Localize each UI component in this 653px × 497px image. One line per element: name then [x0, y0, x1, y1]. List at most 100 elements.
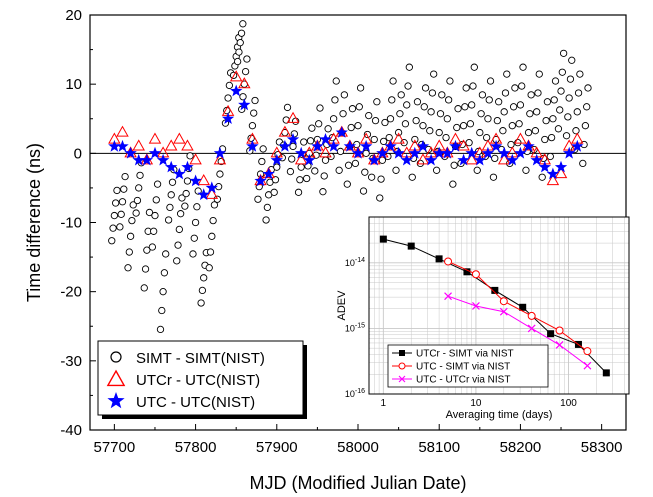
main-plot: 57700 57800 57900 58000 58100 58200 58300 -40 -3…: [24, 7, 627, 493]
simt-circle: [565, 94, 573, 102]
simt-circle: [351, 159, 360, 168]
utc-point: [433, 146, 446, 159]
simt-circle: [248, 122, 257, 130]
simt-point: [173, 194, 186, 265]
simt-circle: [118, 198, 127, 206]
y-tick-label: 0: [74, 145, 82, 162]
utc-point: [319, 133, 332, 145]
simt-circle: [373, 98, 381, 106]
simt-circle: [362, 149, 370, 157]
simt-circle: [376, 194, 384, 202]
simt-circle: [484, 115, 492, 123]
simt-circle: [113, 186, 121, 195]
simt-circle: [176, 210, 185, 218]
simt-circle: [469, 82, 477, 90]
simt-circle: [143, 246, 151, 254]
simt-circle: [443, 115, 451, 123]
utc-point: [571, 139, 584, 152]
inset-circle-point: [527, 311, 536, 320]
inset-y-tick-label: 10-14: [345, 257, 365, 268]
inset-y-tick-label: 10-15: [345, 322, 365, 333]
utc-point: [408, 146, 421, 159]
simt-point: [376, 118, 389, 202]
simt-circle: [421, 84, 430, 92]
simt-circle: [485, 96, 493, 104]
simt-point: [359, 111, 373, 195]
simt-circle: [189, 250, 197, 258]
utcr-point: [173, 132, 186, 144]
simt-circle: [129, 201, 137, 209]
simt-circle: [343, 180, 351, 188]
legend-label: UTC - UTC(NIST): [136, 394, 255, 411]
simt-circle: [294, 188, 303, 196]
inset-legend-square: [399, 350, 405, 356]
simt-circle: [270, 188, 278, 196]
simt-circle: [124, 264, 132, 272]
simt-circle: [420, 103, 428, 111]
simt-circle: [401, 120, 410, 128]
simt-circle: [303, 174, 311, 183]
utcr-point: [181, 139, 194, 151]
simt-circle: [388, 96, 396, 104]
simt-circle: [273, 163, 281, 171]
utc-point: [140, 153, 153, 166]
simt-circle: [133, 196, 142, 205]
inset-marks: [379, 235, 610, 377]
utc-point: [254, 174, 267, 187]
simt-circle: [444, 96, 453, 104]
simt-point: [579, 84, 592, 168]
simt-circle: [206, 248, 215, 256]
simt-circle: [125, 248, 133, 256]
simt-circle: [408, 173, 416, 181]
simt-circle: [193, 203, 201, 211]
inset-square-point: [547, 330, 555, 338]
inset-x-axis-label: Averaging time (days): [446, 409, 553, 421]
simt-circle: [110, 211, 119, 220]
utc-point: [213, 146, 227, 159]
utcr-point: [465, 153, 478, 165]
simt-point: [319, 125, 332, 196]
inset-legend-label: UTCr - SIMT via NIST: [416, 349, 514, 360]
simt-circle: [158, 306, 166, 315]
simt-circle: [136, 171, 144, 179]
y-tick-label: 10: [65, 76, 82, 93]
simt-circle: [329, 115, 338, 123]
simt-circle: [507, 140, 515, 149]
main-marks: [108, 20, 592, 334]
legend-box: [97, 340, 304, 416]
x-tick-label: 58300: [581, 439, 623, 456]
simt-circle: [348, 105, 357, 113]
simt-circle: [194, 187, 202, 195]
simt-circle: [263, 203, 272, 212]
simt-point: [367, 98, 381, 181]
utcr-point: [189, 153, 202, 165]
inset-grid: [368, 216, 629, 395]
simt-circle: [236, 39, 244, 47]
simt-circle: [538, 173, 546, 181]
inset-series-line: [447, 260, 588, 352]
simt-circle: [209, 216, 217, 225]
simt-point: [351, 84, 365, 168]
simt-circle: [363, 130, 372, 139]
inset-square-point: [379, 235, 387, 243]
utc-point: [465, 146, 478, 159]
simt-circle: [121, 172, 129, 181]
simt-circle: [200, 274, 208, 282]
simt-circle: [198, 286, 207, 295]
simt-circle: [435, 128, 443, 137]
simt-circle: [356, 84, 365, 92]
simt-circle: [116, 223, 124, 231]
simt-circle: [159, 288, 167, 296]
simt-circle: [239, 93, 247, 101]
simt-circle: [208, 232, 216, 240]
simt-circle: [515, 120, 523, 128]
simt-circle: [518, 82, 526, 90]
utc-point: [449, 139, 462, 152]
inset-legend: UTCr - SIMT via NIST UTC - SIMT via NIST U…: [387, 344, 549, 388]
utcr-point: [514, 132, 527, 144]
simt-circle: [377, 175, 385, 183]
utc-point: [376, 146, 389, 159]
simt-circle: [308, 124, 316, 132]
main-y-axis-label: Time difference (ns): [24, 143, 44, 302]
simt-circle: [174, 241, 182, 249]
